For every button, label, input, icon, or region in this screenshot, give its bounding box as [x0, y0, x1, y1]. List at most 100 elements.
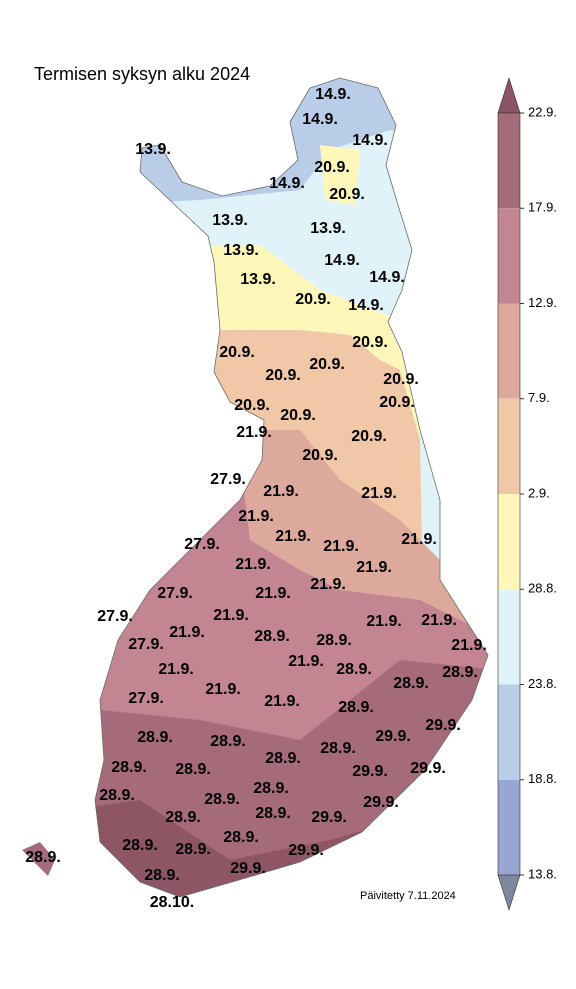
date-label: 27.9. [97, 608, 133, 625]
date-label: 21.9. [323, 538, 359, 555]
date-label: 20.9. [379, 394, 415, 411]
date-label: 20.9. [329, 186, 365, 203]
date-label: 14.9. [315, 86, 351, 103]
colorbar-label: 2.9. [528, 485, 550, 500]
date-label: 28.9. [255, 805, 291, 822]
date-label: 29.9. [375, 728, 411, 745]
colorbar-label: 7.9. [528, 390, 550, 405]
date-label: 28.9. [204, 791, 240, 808]
date-label: 29.9. [288, 842, 324, 859]
date-label: 28.9. [253, 780, 289, 797]
date-label: 20.9. [234, 397, 270, 414]
date-label: 28.9. [99, 787, 135, 804]
date-label: 29.9. [230, 860, 266, 877]
date-label: 28.9. [144, 867, 180, 884]
date-label: 28.9. [122, 837, 158, 854]
date-label: 28.9. [265, 750, 301, 767]
date-label: 21.9. [451, 637, 487, 654]
date-label: 27.9. [184, 536, 220, 553]
date-label: 21.9. [356, 559, 392, 576]
date-label: 20.9. [352, 334, 388, 351]
date-label: 20.9. [351, 428, 387, 445]
date-label: 20.9. [314, 159, 350, 176]
date-label: 21.9. [275, 528, 311, 545]
colorbar-label: 12.9. [528, 295, 557, 310]
date-label: 21.9. [361, 485, 397, 502]
colorbar: 22.9. 17.9. 12.9. 7.9. 2.9. 28.8. 23.8. 18.8. 13… [497, 104, 557, 881]
date-label: 29.9. [425, 717, 461, 734]
date-label: 21.9. [238, 508, 274, 525]
date-label: 20.9. [295, 291, 331, 308]
colorbar-label: 18.8. [528, 771, 557, 786]
aland [22, 842, 55, 876]
date-label: 28.9. [175, 841, 211, 858]
date-label: 21.9. [288, 653, 324, 670]
updated-note: Päivitetty 7.11.2024 [360, 890, 456, 902]
colorbar-segment [498, 113, 520, 209]
colorbar-label: 22.9. [528, 104, 557, 119]
date-label: 14.9. [352, 132, 388, 149]
date-label: 13.9. [223, 242, 259, 259]
date-label: 13.9. [310, 220, 346, 237]
date-label: 28.9. [316, 632, 352, 649]
date-label: 28.9. [442, 664, 478, 681]
colorbar-segment [498, 589, 520, 685]
colorbar-label: 17.9. [528, 200, 557, 215]
date-labels: 14.9.14.9.14.9.13.9.20.9.20.9.14.9.13.9.… [25, 86, 487, 911]
colorbar-segment [498, 494, 520, 590]
date-label: 14.9. [269, 175, 305, 192]
colorbar-label: 13.8. [528, 866, 557, 881]
date-label: 27.9. [157, 585, 193, 602]
date-label: 28.9. [223, 829, 259, 846]
date-label: 20.9. [219, 344, 255, 361]
date-label: 28.10. [150, 894, 194, 911]
date-label: 29.9. [311, 809, 347, 826]
date-label: 21.9. [401, 531, 437, 548]
colorbar-segment [498, 208, 520, 304]
date-label: 28.9. [210, 733, 246, 750]
date-label: 29.9. [352, 763, 388, 780]
date-label: 28.9. [320, 740, 356, 757]
date-label: 21.9. [255, 585, 291, 602]
colorbar-bottom [497, 874, 521, 912]
date-label: 20.9. [265, 367, 301, 384]
date-label: 21.9. [213, 607, 249, 624]
date-label: 21.9. [263, 483, 299, 500]
colorbar-segment [498, 684, 520, 780]
date-label: 21.9. [236, 424, 272, 441]
date-label: 21.9. [366, 613, 402, 630]
colorbar-segment [498, 779, 520, 875]
date-label: 28.9. [25, 849, 61, 866]
date-label: 14.9. [302, 111, 338, 128]
date-label: 21.9. [158, 661, 194, 678]
date-label: 28.9. [336, 661, 372, 678]
date-label: 28.9. [165, 809, 201, 826]
date-label: 13.9. [212, 212, 248, 229]
colorbar-label: 28.8. [528, 581, 557, 596]
date-label: 13.9. [240, 271, 276, 288]
date-label: 28.9. [111, 759, 147, 776]
date-label: 28.9. [393, 675, 429, 692]
colorbar-segment [498, 398, 520, 494]
date-label: 20.9. [280, 407, 316, 424]
date-label: 21.9. [264, 693, 300, 710]
date-label: 28.9. [137, 729, 173, 746]
date-label: 21.9. [421, 612, 457, 629]
date-label: 21.9. [169, 624, 205, 641]
date-label: 20.9. [302, 447, 338, 464]
date-label: 14.9. [324, 252, 360, 269]
title: Termisen syksyn alku 2024 [34, 64, 250, 84]
colorbar-segment [498, 303, 520, 399]
date-label: 14.9. [348, 297, 384, 314]
date-label: 27.9. [128, 636, 164, 653]
date-label: 28.9. [175, 761, 211, 778]
date-label: 20.9. [309, 356, 345, 373]
date-label: 21.9. [205, 681, 241, 698]
colorbar-top [497, 76, 521, 114]
date-label: 28.9. [254, 628, 290, 645]
date-label: 21.9. [235, 556, 271, 573]
date-label: 27.9. [128, 690, 164, 707]
date-label: 28.9. [338, 699, 374, 716]
colorbar-label: 23.8. [528, 676, 557, 691]
